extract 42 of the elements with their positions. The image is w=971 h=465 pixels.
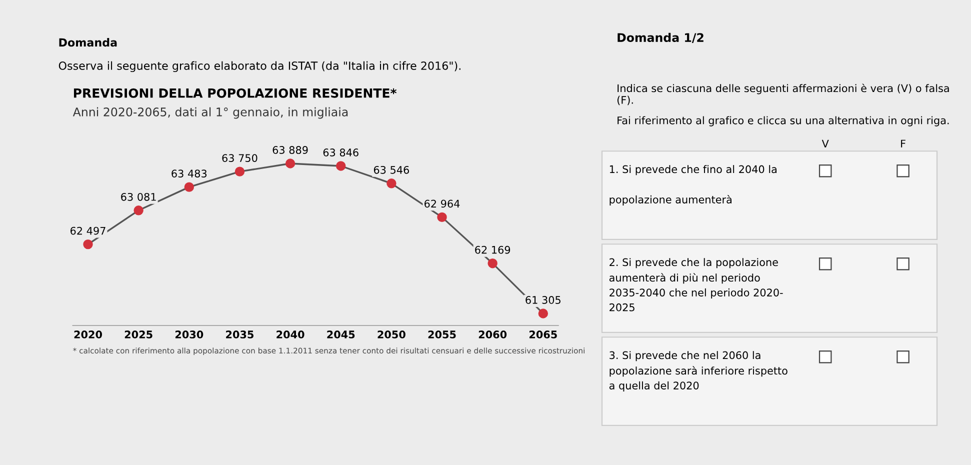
point	[488, 258, 498, 268]
x-tick-label: 2040	[276, 330, 304, 338]
point	[538, 308, 548, 318]
data-label: 62 497	[70, 226, 106, 235]
x-tick-label: 2030	[175, 330, 204, 338]
text: F	[901, 140, 906, 148]
x-tick-label: 2025	[124, 330, 152, 338]
point	[285, 158, 296, 168]
x-tick-label: 2065	[529, 330, 557, 338]
text: V	[822, 140, 829, 148]
text: Indica se ciascuna delle seguenti affermazioni è vera (V) o falsa (F).	[617, 84, 949, 106]
x-tick-label: 2055	[428, 330, 456, 338]
chart-subtitle: Anni 2020-2065, dati al 1° gennaio, in migliaia	[72, 107, 348, 119]
point	[437, 212, 447, 222]
data-label: 63 750	[222, 154, 258, 162]
data-label: 63 081	[121, 192, 156, 201]
text: Fai riferimento al grafico e clicca su una alternativa in ogni riga.	[618, 116, 949, 126]
text: Osserva il seguente grafico elaborato da ISTAT (da "Italia in cifre 2016").	[58, 61, 460, 72]
point	[83, 239, 93, 250]
chart-title: PREVISIONI DELLA POPOLAZIONE RESIDENTE*	[74, 88, 397, 98]
data-label: 62 964	[424, 200, 460, 208]
category-label: 1. Si prevede che fino al 2040 la popolazione aumenterà	[610, 165, 776, 206]
point	[184, 182, 194, 192]
point	[386, 178, 396, 188]
data-label: 63 546	[374, 166, 410, 174]
text: Domanda	[59, 38, 117, 47]
data-label: 63 846	[323, 148, 358, 156]
category-label: 3. Si prevede che nel 2060 la popolazione sarà inferiore rispetto a quella del 2020	[609, 351, 788, 392]
text: Domanda 1/2	[618, 32, 704, 43]
category-label: 2. Si prevede che la popolazione aumenterà di più nel periodo 2035-2040 che nel periodo 2020- 2025	[609, 258, 783, 312]
x-tick-label: 2045	[327, 330, 355, 338]
point	[234, 166, 245, 176]
x-tick-label: 2020	[74, 330, 102, 338]
point	[336, 161, 346, 171]
data-label: 61 305	[526, 296, 560, 304]
data-label: 63 483	[172, 170, 207, 178]
point	[134, 206, 144, 216]
x-tick-label: 2060	[478, 330, 507, 338]
x-tick-label: 2050	[378, 330, 406, 338]
data-label: 63 889	[272, 146, 308, 154]
data-label: 62 169	[475, 246, 510, 254]
x-tick-label: 2035	[226, 330, 254, 338]
